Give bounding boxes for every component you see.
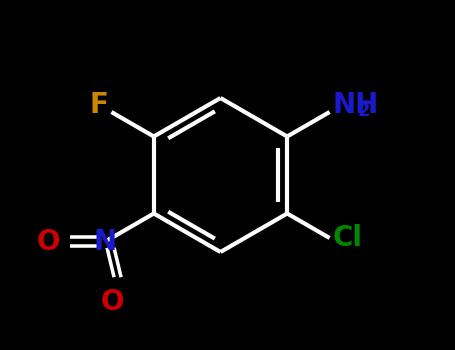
Text: 2: 2 — [358, 102, 370, 120]
Text: Cl: Cl — [333, 224, 363, 252]
Text: O: O — [36, 228, 60, 256]
Text: NH: NH — [333, 91, 379, 119]
Text: F: F — [90, 91, 109, 119]
Text: N: N — [94, 228, 117, 256]
Text: O: O — [101, 288, 124, 316]
